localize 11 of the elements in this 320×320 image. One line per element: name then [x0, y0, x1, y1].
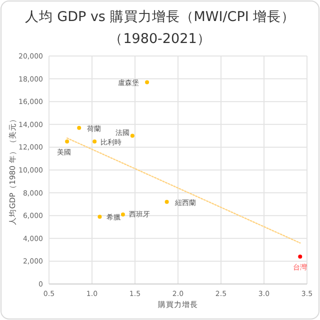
chart-subtitle: （1980-2021） — [109, 31, 211, 47]
point — [77, 126, 82, 130]
point — [298, 254, 302, 259]
chart-title: 人均 GDP vs 購買力增長（MWI/CPI 增長） — [24, 9, 296, 25]
point — [164, 200, 169, 204]
point — [92, 140, 97, 144]
point — [130, 134, 134, 138]
point — [120, 212, 125, 216]
point — [98, 214, 102, 219]
point — [145, 80, 150, 84]
point — [65, 140, 70, 144]
